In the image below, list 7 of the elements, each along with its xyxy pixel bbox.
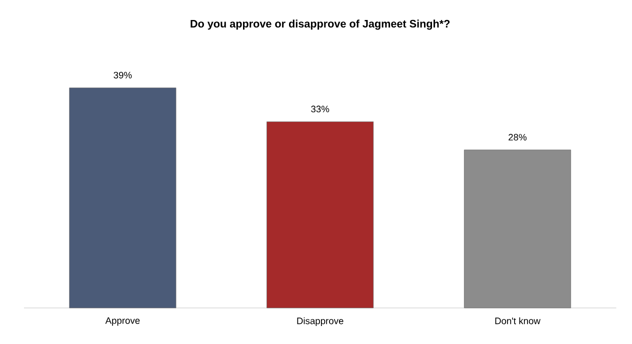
x-tick-label: Don't know: [495, 317, 540, 324]
chart-title: Do you approve or disapprove of Jagmeet Singh*?: [190, 19, 450, 30]
data-label: 28%: [508, 134, 527, 140]
data-label: 39%: [114, 72, 132, 78]
x-tick-label: Approve: [105, 317, 140, 326]
x-tick-label: Disapprove: [297, 317, 344, 326]
data-label: 33%: [311, 105, 330, 112]
